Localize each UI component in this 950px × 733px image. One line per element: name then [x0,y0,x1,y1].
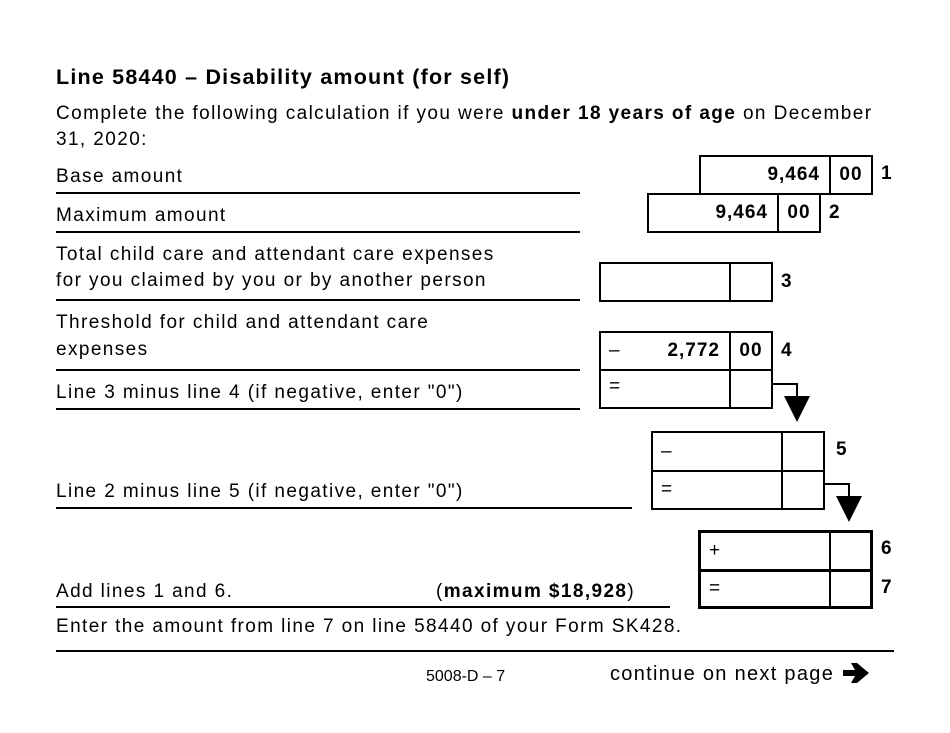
form-code: 5008-D – 7 [426,668,506,685]
instruction-text: Enter the amount from line 7 on line 584… [56,616,683,637]
line-2-rule [56,231,580,233]
equals-operator: = [609,376,621,397]
line-2-dollars: 9,464 [715,202,768,223]
arrow-right-icon [843,663,869,683]
line-6-number: 6 [881,538,892,559]
line-3-minus-4-label: Line 3 minus line 4 (if negative, enter … [56,382,464,403]
section-intro: Complete the following calculation if yo… [56,101,906,153]
minus-operator: – [661,441,672,462]
line-1-dollars: 9,464 [767,164,820,185]
line-2-number: 2 [829,202,840,223]
line-2-minus-5-rule [56,507,632,509]
line-7-number: 7 [881,577,892,598]
intro-text: Complete the following calculation if yo… [56,103,512,124]
line-3-dollars [601,264,729,300]
line-3-minus-4-result-field[interactable]: = [599,369,773,409]
line-1-cents: 00 [829,157,871,193]
line-4-dollars: 2,772 [667,340,720,361]
line-4-label-1: Threshold for child and attendant care [56,312,430,333]
line-5-number: 5 [836,439,847,460]
line-4-rule [56,369,580,371]
down-arrow-icon [784,396,810,422]
line-3-label-1: Total child care and attendant care expe… [56,244,495,265]
line-1-rule [56,192,580,194]
line-5-amount-field[interactable]: – = [651,431,825,510]
plus-operator: + [709,540,721,561]
continue-label: continue on next page [610,663,835,685]
line-3-minus-4-rule [56,408,580,410]
bottom-rule [56,650,894,652]
down-arrow-icon [836,496,862,522]
line-2-label: Maximum amount [56,205,227,226]
line-2-cents: 00 [777,195,819,231]
equals-operator: = [661,479,673,500]
line-7-maximum: (maximum $18,928) [436,579,635,605]
line-1-label: Base amount [56,166,184,187]
cents-divider [781,433,783,508]
flow-arrow-2-horizontal [825,483,850,485]
intro-emphasis: under 18 years of age [511,103,737,124]
equals-operator: = [709,578,721,599]
line-3-label-2: for you claimed by you or by another per… [56,270,487,291]
maximum-amount: maximum $18,928 [443,581,628,602]
line-3-cents [729,264,771,300]
flow-arrow-1-vertical [796,383,798,397]
paren-open: ( [436,581,444,602]
section-title: Line 58440 – Disability amount (for self… [56,65,511,89]
line-6-7-amount-field[interactable]: + = [698,530,873,609]
flow-arrow-2-vertical [848,483,850,497]
paren-close: ) [627,581,636,602]
row-divider [653,470,823,472]
line-3-number: 3 [781,271,792,292]
line-2-amount-field[interactable]: 9,464 00 [647,193,821,233]
cents-divider [829,533,831,606]
intro-text-end: on December 31, 2020: [56,103,873,150]
row-divider [701,569,870,572]
result-a-dollars [601,371,729,407]
flow-arrow-1-horizontal [773,383,798,385]
line-4-cents: 00 [729,333,771,369]
line-3-rule [56,299,580,301]
line-4-label-2: expenses [56,339,149,360]
line-7-rule [56,606,670,608]
minus-operator: – [609,340,620,361]
line-1-amount-field[interactable]: 9,464 00 [699,155,873,195]
line-7-label: Add lines 1 and 6. [56,581,234,602]
line-4-amount-field[interactable]: – 2,772 00 [599,331,773,371]
line-1-number: 1 [881,163,892,184]
line-4-number: 4 [781,340,792,361]
result-a-cents [729,371,771,407]
line-3-amount-field[interactable] [599,262,773,302]
continue-link[interactable]: continue on next page [610,663,869,686]
line-2-minus-5-label: Line 2 minus line 5 (if negative, enter … [56,481,464,502]
